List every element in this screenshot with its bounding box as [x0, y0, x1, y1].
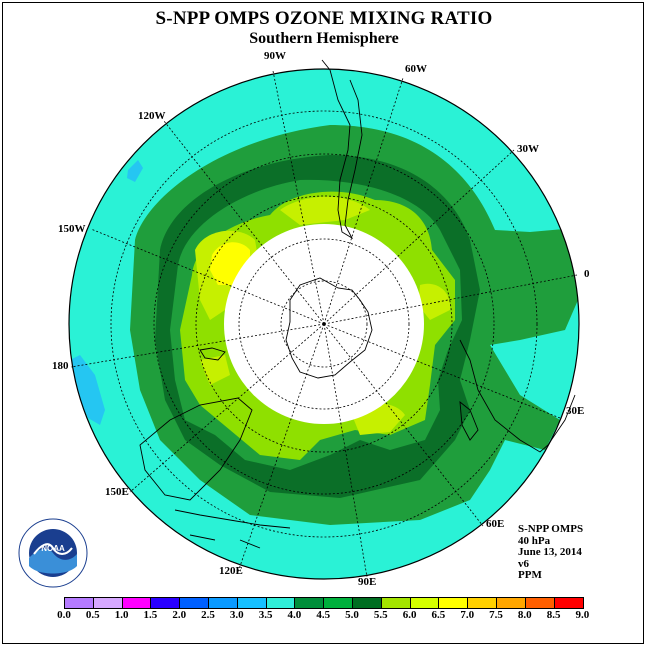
longitude-label-90e: 90E [358, 576, 377, 588]
longitude-label-60w: 60W [405, 63, 427, 75]
colorbar-tick-label: 7.5 [489, 609, 503, 621]
product-info: S-NPP OMPS 40 hPa June 13, 2014 v6 PPM [518, 523, 584, 582]
indonesia-coast [174, 509, 291, 549]
colorbar-swatch [180, 598, 209, 608]
colorbar-swatch [208, 598, 238, 608]
ozone-low-patch [70, 355, 105, 425]
graticule [70, 70, 578, 578]
colorbar-tick-label: 5.5 [373, 609, 388, 621]
colorbar-swatch [93, 598, 123, 608]
longitude-label-150e: 150E [105, 486, 129, 498]
coastlines [139, 59, 576, 549]
colorbar-tick-label: 3.5 [258, 609, 273, 621]
product-name: S-NPP OMPS [518, 523, 584, 535]
colorbar-swatch [525, 598, 555, 608]
longitude-label-30e: 30E [566, 405, 585, 417]
colorbar-swatch [439, 598, 469, 608]
colorbar-tick-label: 6.5 [431, 609, 446, 621]
longitude-label-90w: 90W [264, 50, 286, 62]
colorbar-swatch [266, 598, 296, 608]
colorbar-swatch [324, 598, 353, 608]
observation-date: June 13, 2014 [518, 546, 582, 558]
longitude-label-60e: 60E [486, 518, 505, 530]
antarctica-coast [285, 277, 373, 379]
colorbar-tick-label: 9.0 [575, 609, 590, 621]
colorbar-swatch [410, 598, 440, 608]
colorbar-tick-label: 1.0 [114, 609, 129, 621]
colorbar-tick-label: 4.5 [316, 609, 331, 621]
longitude-label-150w: 150W [58, 223, 86, 235]
australia-coast [139, 397, 253, 501]
ozone-low-patch [127, 160, 143, 182]
colorbar-swatch [352, 598, 382, 608]
colorbar-tick-label: 2.0 [172, 609, 187, 621]
colorbar-swatch [122, 598, 152, 608]
page-subtitle: Southern Hemisphere [249, 30, 399, 47]
colorbar-tick-label: 4.0 [287, 609, 302, 621]
colorbar-tick-label: 8.5 [546, 609, 561, 621]
new-zealand-coast [199, 347, 226, 361]
map-boundary [68, 68, 580, 580]
colorbar-swatch [381, 598, 411, 608]
colorbar-swatch [496, 598, 526, 608]
colorbar-tick-label: 3.0 [229, 609, 244, 621]
colorbar-swatch [295, 598, 325, 608]
africa-coast [459, 339, 576, 453]
longitude-label-0: 0 [584, 268, 590, 280]
noaa-logo: NOAA [18, 518, 88, 588]
madagascar-coast [459, 400, 479, 441]
colorbar-swatch [151, 598, 181, 608]
ozone-contour-6.0 [418, 283, 451, 320]
south-pole-marker [322, 322, 326, 326]
colorbar-tick-label: 8.0 [517, 609, 532, 621]
colorbar-tick-label: 5.0 [345, 609, 359, 621]
colorbar-tick-label: 0.5 [85, 609, 100, 621]
colorbar-swatch [468, 598, 497, 608]
colorbar-swatch [237, 598, 267, 608]
longitude-label-30w: 30W [517, 143, 539, 155]
pressure-level: 40 hPa [518, 534, 551, 547]
logo-text: NOAA [41, 544, 65, 553]
colorbar-swatch [65, 598, 94, 608]
colorbar [64, 597, 585, 609]
colorbar-tick-label: 2.5 [201, 609, 215, 621]
longitude-label-180: 180 [52, 360, 69, 372]
colorbar-tick-label: 7.0 [460, 609, 475, 621]
product-version: v6 [518, 557, 529, 570]
colorbar-swatch [554, 598, 584, 608]
colorbar-tick-label: 0.0 [57, 609, 71, 621]
south-america-coast [321, 59, 363, 240]
longitude-label-120w: 120W [138, 110, 166, 122]
colorbar-tick-label: 6.0 [402, 609, 417, 621]
units-label: PPM [518, 569, 542, 581]
colorbar-tick-label: 1.5 [143, 609, 158, 621]
ozone-contour-6.0 [200, 355, 230, 385]
page-title: S-NPP OMPS OZONE MIXING RATIO [155, 8, 493, 29]
longitude-label-120e: 120E [219, 565, 243, 577]
